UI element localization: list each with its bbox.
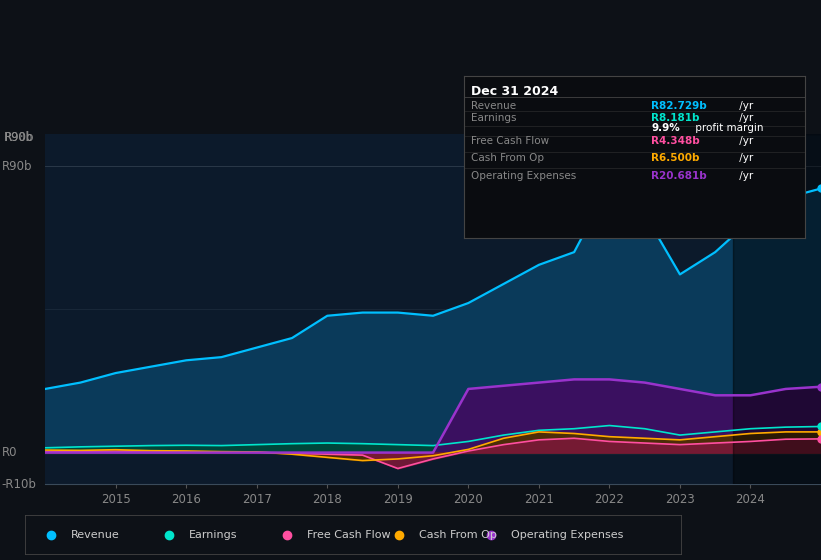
Bar (733, 134, 821, 484)
Text: R6.500b: R6.500b (651, 153, 699, 164)
Text: R4.348b: R4.348b (651, 136, 700, 146)
Text: Revenue: Revenue (470, 101, 516, 111)
Text: Operating Expenses: Operating Expenses (470, 171, 576, 181)
Text: Earnings: Earnings (470, 113, 516, 123)
Text: R20.681b: R20.681b (651, 171, 707, 181)
Text: R90b: R90b (4, 130, 34, 144)
Text: Free Cash Flow: Free Cash Flow (307, 530, 391, 540)
Text: R82.729b: R82.729b (651, 101, 707, 111)
Text: R90b: R90b (2, 160, 32, 172)
Text: Cash From Op: Cash From Op (470, 153, 544, 164)
Text: /yr: /yr (736, 101, 754, 111)
Text: /yr: /yr (736, 113, 754, 123)
Text: 9.9%: 9.9% (651, 123, 680, 133)
Text: R8.181b: R8.181b (651, 113, 699, 123)
Text: Cash From Op: Cash From Op (419, 530, 497, 540)
Text: /yr: /yr (736, 171, 754, 181)
Text: Revenue: Revenue (71, 530, 119, 540)
Text: profit margin: profit margin (692, 123, 764, 133)
Text: Free Cash Flow: Free Cash Flow (470, 136, 548, 146)
Text: R0: R0 (2, 446, 17, 459)
Text: Earnings: Earnings (189, 530, 237, 540)
Text: -R10b: -R10b (2, 478, 36, 491)
Text: R90b: R90b (4, 130, 33, 144)
Text: Operating Expenses: Operating Expenses (511, 530, 623, 540)
Text: Dec 31 2024: Dec 31 2024 (470, 85, 558, 99)
Text: /yr: /yr (736, 136, 754, 146)
Text: /yr: /yr (736, 153, 754, 164)
